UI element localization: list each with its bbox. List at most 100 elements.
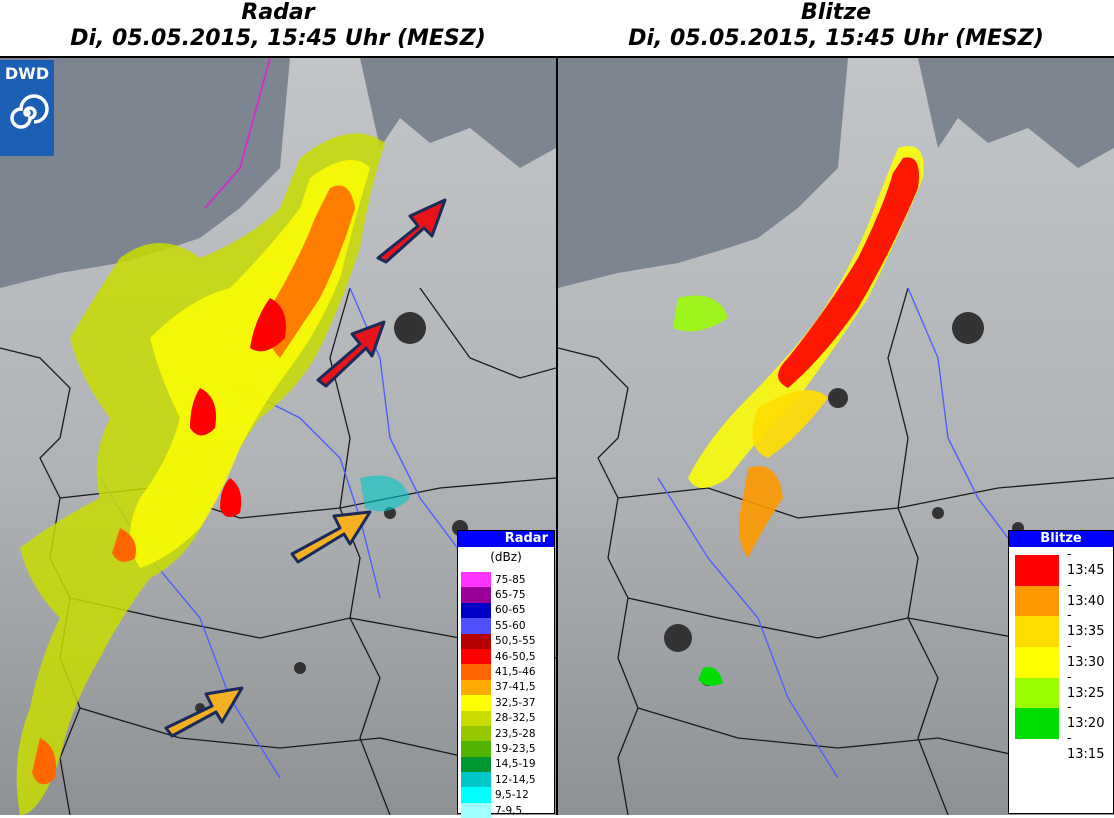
lightning-legend-label: - 13:45	[1067, 547, 1105, 578]
radar-legend-swatch	[461, 618, 491, 634]
radar-legend-swatch	[461, 710, 491, 726]
radar-legend-label: 46-50,5	[495, 650, 536, 663]
lightning-map-canvas	[558, 58, 1114, 815]
radar-legend-label: 41,5-46	[495, 666, 536, 679]
spiral-icon	[10, 94, 49, 129]
radar-legend-item: 19-23,5	[458, 741, 554, 757]
radar-legend-label: 50,5-55	[495, 635, 536, 648]
sea-area	[558, 58, 1114, 288]
red-arrow-1	[376, 198, 447, 264]
radar-legend-label: 60-65	[495, 604, 526, 617]
red-arrow-2	[316, 320, 386, 388]
lightning-legend-swatches	[1015, 555, 1113, 740]
radar-legend-swatch	[461, 648, 491, 665]
radar-legend-label: 32,5-37	[495, 696, 536, 709]
lightning-datetime: Di, 05.05.2015, 15:45 Uhr (MESZ)	[628, 26, 1044, 51]
lightning-legend-scale: - 13:45- 13:40- 13:35- 13:30- 13:25- 13:…	[1015, 547, 1113, 762]
radar-legend-item: 55-60	[458, 618, 554, 634]
lightning-legend-item	[1015, 647, 1113, 678]
radar-legend-swatch	[461, 772, 491, 788]
radar-legend-swatch	[461, 725, 491, 742]
lightning-legend-swatch	[1015, 677, 1059, 709]
radar-panel-title: Radar Di, 05.05.2015, 15:45 Uhr (MESZ)	[0, 0, 556, 56]
radar-legend-item: 12-14,5	[458, 772, 554, 788]
radar-echoes	[16, 133, 410, 815]
panel-divider	[556, 56, 558, 815]
orange-arrow-1	[290, 510, 372, 564]
lightning-panel-title: Blitze Di, 05.05.2015, 15:45 Uhr (MESZ)	[558, 0, 1114, 56]
radar-legend-item: 14,5-19	[458, 756, 554, 773]
radar-datetime: Di, 05.05.2015, 15:45 Uhr (MESZ)	[70, 26, 486, 51]
radar-legend-label: 28-32,5	[495, 712, 536, 725]
lightning-legend-swatch	[1015, 555, 1059, 586]
lightning-legend-labels: - 13:45- 13:40- 13:35- 13:30- 13:25- 13:…	[1067, 547, 1113, 762]
lightning-legend-label: - 13:35	[1067, 608, 1105, 640]
radar-legend-swatch	[461, 664, 491, 680]
lightning-legend-item	[1015, 677, 1113, 709]
cities	[195, 312, 535, 713]
lightning-map	[558, 58, 1114, 815]
radar-legend-label: 65-75	[495, 589, 526, 602]
lightning-title: Blitze	[800, 0, 872, 25]
lightning-legend-item	[1015, 708, 1113, 740]
radar-legend-title: Radar	[458, 531, 554, 547]
lightning-legend-swatch	[1015, 616, 1059, 648]
lightning-legend-swatch	[1015, 708, 1059, 740]
radar-legend-item: 41,5-46	[458, 664, 554, 680]
lightning-legend-label: - 13:25	[1067, 669, 1105, 701]
lightning-legend-item	[1015, 616, 1113, 648]
lightning-legend-swatch	[1015, 585, 1059, 617]
radar-legend-label: 23,5-28	[495, 727, 536, 740]
orange-arrow-2	[164, 686, 244, 738]
radar-legend-item: 9,5-12	[458, 787, 554, 803]
radar-legend-item: 28-32,5	[458, 710, 554, 726]
radar-legend-label: 55-60	[495, 619, 526, 632]
radar-legend-label: 75-85	[495, 573, 526, 586]
lightning-legend: Blitze - 13:45- 13:40- 13:35- 13:30- 13:…	[1008, 530, 1114, 814]
radar-legend-label: 14,5-19	[495, 758, 536, 771]
cities	[664, 312, 1024, 686]
lightning-legend-swatch	[1015, 647, 1059, 678]
radar-legend-swatch	[461, 787, 491, 803]
radar-legend-swatch	[461, 633, 491, 649]
radar-title: Radar	[241, 0, 315, 25]
radar-legend-item: 7-9,5	[458, 802, 554, 818]
radar-legend-label: 7-9,5	[495, 804, 523, 817]
radar-legend-rows: 75-85 65-75 60-65 55-60 50,5-55 46-50,5 41,5-4…	[458, 572, 554, 818]
radar-legend-swatch	[461, 587, 491, 603]
lightning-legend-label: - 13:30	[1067, 639, 1105, 671]
radar-map	[0, 58, 556, 815]
dwd-logo-text: DWD	[4, 64, 50, 83]
radar-map-canvas	[0, 58, 556, 815]
radar-legend-item: 23,5-28	[458, 725, 554, 742]
radar-legend-item: 75-85	[458, 572, 554, 588]
radar-range-line	[204, 58, 271, 209]
radar-legend-swatch	[461, 602, 491, 619]
radar-legend-item: 65-75	[458, 587, 554, 603]
radar-legend: Radar (dBz) 75-85 65-75 60-65 55-60 50,5-55 4…	[457, 530, 555, 818]
radar-legend-swatch	[461, 695, 491, 711]
radar-legend-label: 9,5-12	[495, 789, 529, 802]
lightning-legend-item	[1015, 585, 1113, 617]
lightning-legend-label: - 13:40	[1067, 577, 1105, 609]
radar-legend-item: 50,5-55	[458, 633, 554, 649]
radar-legend-item: 46-50,5	[458, 648, 554, 665]
radar-legend-label: 12-14,5	[495, 773, 536, 786]
radar-legend-swatch	[461, 679, 491, 696]
annotation-arrows	[164, 198, 447, 738]
radar-legend-unit: (dBz)	[490, 550, 522, 564]
sea-area	[0, 58, 556, 288]
radar-legend-swatch	[461, 756, 491, 773]
lightning-strikes	[673, 146, 924, 686]
radar-legend-label: 19-23,5	[495, 742, 536, 755]
radar-legend-item: 60-65	[458, 602, 554, 619]
radar-legend-item: 37-41,5	[458, 679, 554, 696]
lightning-legend-title: Blitze	[1009, 531, 1113, 547]
radar-legend-swatch	[461, 741, 491, 757]
lightning-legend-item	[1015, 555, 1113, 586]
radar-legend-item: 32,5-37	[458, 695, 554, 711]
lightning-legend-label: - 13:20	[1067, 700, 1105, 732]
lightning-legend-label: - 13:15	[1067, 731, 1105, 763]
radar-legend-swatch	[461, 572, 491, 588]
radar-legend-label: 37-41,5	[495, 681, 536, 694]
